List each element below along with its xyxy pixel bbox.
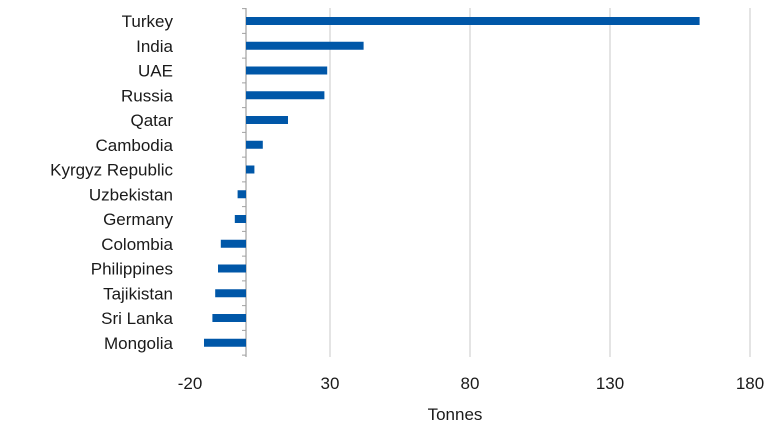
bar-kyrgyz-republic bbox=[246, 165, 255, 174]
category-label: Kyrgyz Republic bbox=[50, 161, 173, 180]
x-tick-labels: -20 30 80 130 180 bbox=[178, 374, 764, 393]
bars bbox=[204, 17, 700, 347]
bar-mongolia bbox=[204, 338, 246, 347]
bar-cambodia bbox=[246, 140, 263, 149]
category-label: Colombia bbox=[101, 235, 173, 254]
category-label: Germany bbox=[103, 210, 173, 229]
bar-germany bbox=[234, 215, 246, 223]
category-label: Tajikistan bbox=[103, 284, 173, 303]
category-label: Uzbekistan bbox=[89, 185, 173, 204]
category-label: Turkey bbox=[122, 12, 174, 31]
x-tick-label: -20 bbox=[178, 374, 203, 393]
bar-tajikistan bbox=[215, 289, 246, 298]
x-tick-label: 80 bbox=[461, 374, 480, 393]
vertical-gridlines bbox=[242, 8, 751, 357]
category-label: Qatar bbox=[130, 111, 173, 130]
x-tick-label: 180 bbox=[736, 374, 764, 393]
bar-turkey bbox=[246, 17, 700, 25]
category-label: Sri Lanka bbox=[101, 309, 173, 328]
bar-qatar bbox=[246, 116, 288, 124]
category-label: Russia bbox=[121, 86, 174, 105]
category-label: Mongolia bbox=[104, 334, 174, 353]
category-label: Cambodia bbox=[96, 136, 174, 155]
category-label: UAE bbox=[138, 62, 173, 81]
x-tick-label: 130 bbox=[596, 374, 624, 393]
category-label: Philippines bbox=[91, 260, 173, 279]
category-labels: Turkey India UAE Russia Qatar Cambodia Kyrgyz … bbox=[50, 12, 173, 353]
bar-colombia bbox=[220, 239, 246, 248]
bar-india bbox=[246, 41, 364, 50]
x-axis-title: Tonnes bbox=[428, 405, 483, 424]
bar-philippines bbox=[218, 264, 246, 273]
bar-uzbekistan bbox=[237, 190, 246, 199]
bar-sri-lanka bbox=[212, 314, 246, 322]
bar-russia bbox=[246, 91, 325, 100]
bar-uae bbox=[246, 66, 328, 75]
category-label: India bbox=[136, 37, 173, 56]
x-tick-label: 30 bbox=[321, 374, 340, 393]
